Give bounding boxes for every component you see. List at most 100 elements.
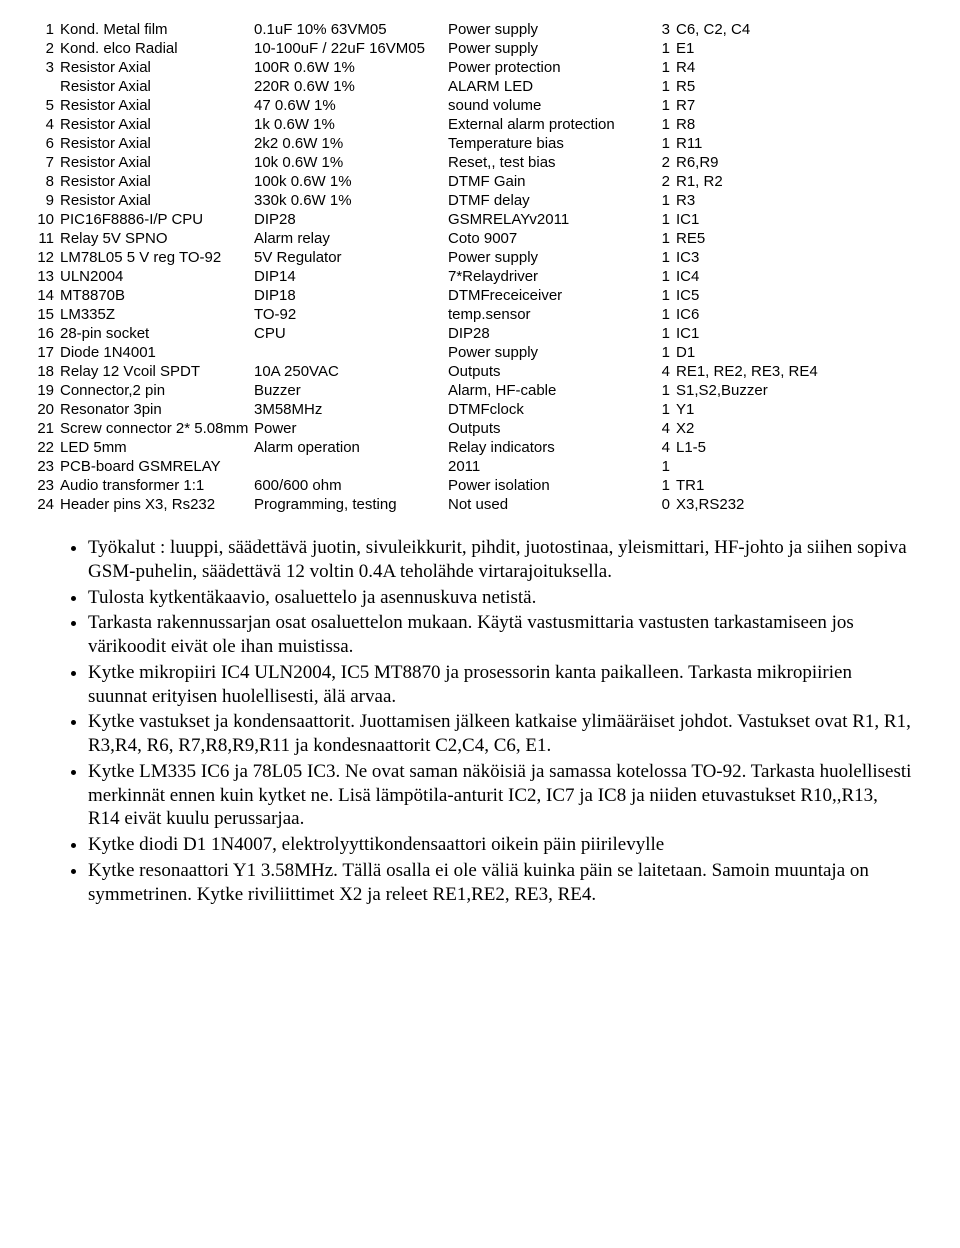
- table-cell: 10-100uF / 22uF 16VM05: [254, 39, 448, 58]
- table-cell: DTMFreceiceiver: [448, 286, 652, 305]
- list-item: Kytke resonaattori Y1 3.58MHz. Tällä osa…: [88, 859, 912, 907]
- list-item: Kytke vastukset ja kondensaattorit. Juot…: [88, 710, 912, 758]
- table-cell: Temperature bias: [448, 134, 652, 153]
- table-row: 8Resistor Axial100k 0.6W 1%DTMF Gain2R1,…: [28, 172, 932, 191]
- table-cell: 0: [652, 495, 676, 514]
- table-cell: GSMRELAYv2011: [448, 210, 652, 229]
- table-cell: R4: [676, 58, 932, 77]
- table-cell: R6,R9: [676, 153, 932, 172]
- table-cell: Buzzer: [254, 381, 448, 400]
- table-cell: 5: [28, 96, 60, 115]
- list-item: Työkalut : luuppi, säädettävä juotin, si…: [88, 536, 912, 584]
- table-cell: 2k2 0.6W 1%: [254, 134, 448, 153]
- list-item: Kytke mikropiiri IC4 ULN2004, IC5 MT8870…: [88, 661, 912, 709]
- table-cell: C6, C2, C4: [676, 20, 932, 39]
- table-cell: 1: [652, 39, 676, 58]
- table-cell: 1: [652, 343, 676, 362]
- table-cell: 1: [652, 191, 676, 210]
- table-cell: 2: [652, 153, 676, 172]
- table-cell: Resistor Axial: [60, 191, 254, 210]
- table-cell: Resistor Axial: [60, 115, 254, 134]
- table-cell: 2: [28, 39, 60, 58]
- table-row: 18Relay 12 Vcoil SPDT10A 250VACOutputs4R…: [28, 362, 932, 381]
- table-row: 23PCB-board GSMRELAY20111: [28, 457, 932, 476]
- table-cell: 47 0.6W 1%: [254, 96, 448, 115]
- table-cell: Resistor Axial: [60, 134, 254, 153]
- table-cell: 21: [28, 419, 60, 438]
- table-cell: 7: [28, 153, 60, 172]
- table-cell: ULN2004: [60, 267, 254, 286]
- table-cell: Relay 12 Vcoil SPDT: [60, 362, 254, 381]
- table-cell: sound volume: [448, 96, 652, 115]
- table-cell: External alarm protection: [448, 115, 652, 134]
- table-cell: DIP28: [254, 210, 448, 229]
- table-row: 14 MT8870BDIP18DTMFreceiceiver1IC5: [28, 286, 932, 305]
- table-cell: Power supply: [448, 248, 652, 267]
- table-cell: 3M58MHz: [254, 400, 448, 419]
- table-cell: Alarm operation: [254, 438, 448, 457]
- table-cell: 5V Regulator: [254, 248, 448, 267]
- table-cell: 6: [28, 134, 60, 153]
- table-row: 5Resistor Axial47 0.6W 1%sound volume1R7: [28, 96, 932, 115]
- table-cell: Audio transformer 1:1: [60, 476, 254, 495]
- table-cell: IC1: [676, 210, 932, 229]
- table-row: 21Screw connector 2* 5.08mmPowerOutputs4…: [28, 419, 932, 438]
- table-cell: 1: [652, 457, 676, 476]
- table-cell: Power supply: [448, 343, 652, 362]
- table-cell: 9: [28, 191, 60, 210]
- table-row: Resistor Axial220R 0.6W 1%ALARM LED1R5: [28, 77, 932, 96]
- table-cell: 1: [652, 476, 676, 495]
- table-cell: DTMF Gain: [448, 172, 652, 191]
- table-cell: D1: [676, 343, 932, 362]
- table-cell: temp.sensor: [448, 305, 652, 324]
- table-cell: IC4: [676, 267, 932, 286]
- table-cell: Y1: [676, 400, 932, 419]
- table-cell: 1: [652, 267, 676, 286]
- table-cell: 3: [28, 58, 60, 77]
- table-cell: 1: [28, 20, 60, 39]
- table-cell: 4: [652, 438, 676, 457]
- table-cell: MT8870B: [60, 286, 254, 305]
- table-cell: Diode 1N4001: [60, 343, 254, 362]
- table-row: 2Kond. elco Radial10-100uF / 22uF 16VM05…: [28, 39, 932, 58]
- table-cell: 1: [652, 305, 676, 324]
- table-cell: [676, 457, 932, 476]
- table-cell: 1: [652, 248, 676, 267]
- table-cell: DIP14: [254, 267, 448, 286]
- table-cell: ALARM LED: [448, 77, 652, 96]
- table-cell: Power supply: [448, 20, 652, 39]
- table-cell: 16: [28, 324, 60, 343]
- table-cell: R1, R2: [676, 172, 932, 191]
- table-cell: 1: [652, 58, 676, 77]
- table-row: 19Connector,2 pinBuzzerAlarm, HF-cable1S…: [28, 381, 932, 400]
- table-cell: 4: [652, 362, 676, 381]
- table-cell: 1k 0.6W 1%: [254, 115, 448, 134]
- table-cell: Programming, testing: [254, 495, 448, 514]
- table-cell: Not used: [448, 495, 652, 514]
- table-cell: LED 5mm: [60, 438, 254, 457]
- table-row: 20 Resonator 3pin3M58MHzDTMFclock1Y1: [28, 400, 932, 419]
- table-cell: Kond. Metal film: [60, 20, 254, 39]
- table-cell: 2: [652, 172, 676, 191]
- table-cell: 11: [28, 229, 60, 248]
- table-cell: RE5: [676, 229, 932, 248]
- instructions: Työkalut : luuppi, säädettävä juotin, si…: [28, 536, 932, 906]
- table-cell: Alarm, HF-cable: [448, 381, 652, 400]
- list-item: Tarkasta rakennussarjan osat osaluettelo…: [88, 611, 912, 659]
- table-cell: 28-pin socket: [60, 324, 254, 343]
- table-cell: [254, 343, 448, 362]
- table-cell: 4: [652, 419, 676, 438]
- table-cell: Power protection: [448, 58, 652, 77]
- table-cell: 220R 0.6W 1%: [254, 77, 448, 96]
- table-cell: LM78L05 5 V reg TO-92: [60, 248, 254, 267]
- table-cell: Coto 9007: [448, 229, 652, 248]
- table-cell: DTMF delay: [448, 191, 652, 210]
- table-row: 1Kond. Metal film0.1uF 10% 63VM05Power s…: [28, 20, 932, 39]
- table-cell: Resistor Axial: [60, 58, 254, 77]
- table-cell: 100R 0.6W 1%: [254, 58, 448, 77]
- table-row: 12LM78L05 5 V reg TO-925V RegulatorPower…: [28, 248, 932, 267]
- table-row: 22LED 5mmAlarm operationRelay indicators…: [28, 438, 932, 457]
- table-cell: 1: [652, 324, 676, 343]
- table-cell: 13: [28, 267, 60, 286]
- table-cell: L1-5: [676, 438, 932, 457]
